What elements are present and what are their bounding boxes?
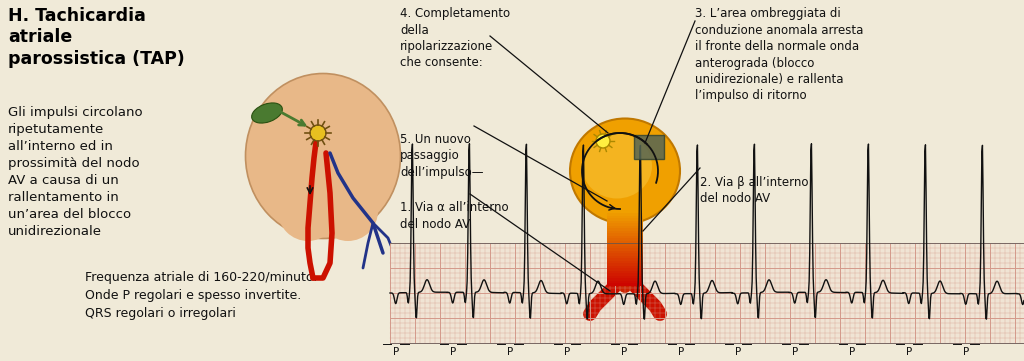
Bar <box>607 245 643 248</box>
Text: P: P <box>507 347 513 357</box>
Bar <box>607 268 643 271</box>
Bar <box>607 240 643 244</box>
Bar <box>607 213 643 216</box>
Bar <box>607 265 643 269</box>
Ellipse shape <box>570 118 680 223</box>
Text: 1. Via α all’interno
del nodo AV: 1. Via α all’interno del nodo AV <box>400 201 509 231</box>
Text: P: P <box>621 347 627 357</box>
Ellipse shape <box>252 103 283 123</box>
Ellipse shape <box>582 134 652 199</box>
Text: 4. Completamento
della
ripolarizzazione
che consente:: 4. Completamento della ripolarizzazione … <box>400 7 510 70</box>
Text: 5. Un nuovo
passaggio
dell’impulso—: 5. Un nuovo passaggio dell’impulso— <box>400 133 483 179</box>
Bar <box>607 280 643 283</box>
Bar <box>607 223 643 226</box>
Text: P: P <box>450 347 456 357</box>
Text: P: P <box>563 347 569 357</box>
Ellipse shape <box>318 181 378 241</box>
Bar <box>607 258 643 261</box>
Bar <box>607 273 643 276</box>
Text: P: P <box>849 347 855 357</box>
Text: P: P <box>678 347 684 357</box>
Bar <box>390 243 1024 343</box>
Bar <box>607 210 643 213</box>
Text: P: P <box>392 347 398 357</box>
Text: H. Tachicardia
atriale
parossistica (TAP): H. Tachicardia atriale parossistica (TAP… <box>8 7 184 68</box>
Bar <box>607 226 643 229</box>
Text: P: P <box>792 347 798 357</box>
Bar <box>607 253 643 256</box>
Bar <box>607 251 643 253</box>
Text: Frequenza atriale di 160-220/minuto.
Onde P regolari e spesso invertite.
QRS reg: Frequenza atriale di 160-220/minuto. Ond… <box>85 271 317 320</box>
Bar <box>607 248 643 251</box>
Bar <box>607 263 643 266</box>
Text: P: P <box>963 347 969 357</box>
Bar <box>607 238 643 241</box>
Text: Gli impulsi circolano
ripetutamente
all’interno ed in
prossimità del nodo
AV a c: Gli impulsi circolano ripetutamente all’… <box>8 106 142 238</box>
Text: 3. L’area ombreggiata di
conduzione anomala arresta
il fronte della normale onda: 3. L’area ombreggiata di conduzione anom… <box>695 7 863 103</box>
Bar <box>607 218 643 221</box>
Bar <box>607 228 643 231</box>
Bar <box>607 233 643 236</box>
Bar <box>607 275 643 278</box>
Bar <box>607 283 643 286</box>
Circle shape <box>310 125 326 141</box>
Bar <box>607 216 643 218</box>
Ellipse shape <box>278 181 338 241</box>
Bar <box>607 278 643 281</box>
Bar <box>607 235 643 239</box>
Bar <box>607 231 643 234</box>
Bar <box>607 243 643 246</box>
Bar <box>607 270 643 274</box>
Text: 2. Via β all’interno
del nodo AV: 2. Via β all’interno del nodo AV <box>700 176 809 205</box>
Ellipse shape <box>246 74 400 239</box>
Bar <box>607 256 643 258</box>
Circle shape <box>596 134 610 148</box>
Text: P: P <box>905 347 911 357</box>
Bar <box>607 221 643 223</box>
FancyBboxPatch shape <box>634 135 664 159</box>
Bar <box>607 261 643 264</box>
Text: P: P <box>734 347 740 357</box>
